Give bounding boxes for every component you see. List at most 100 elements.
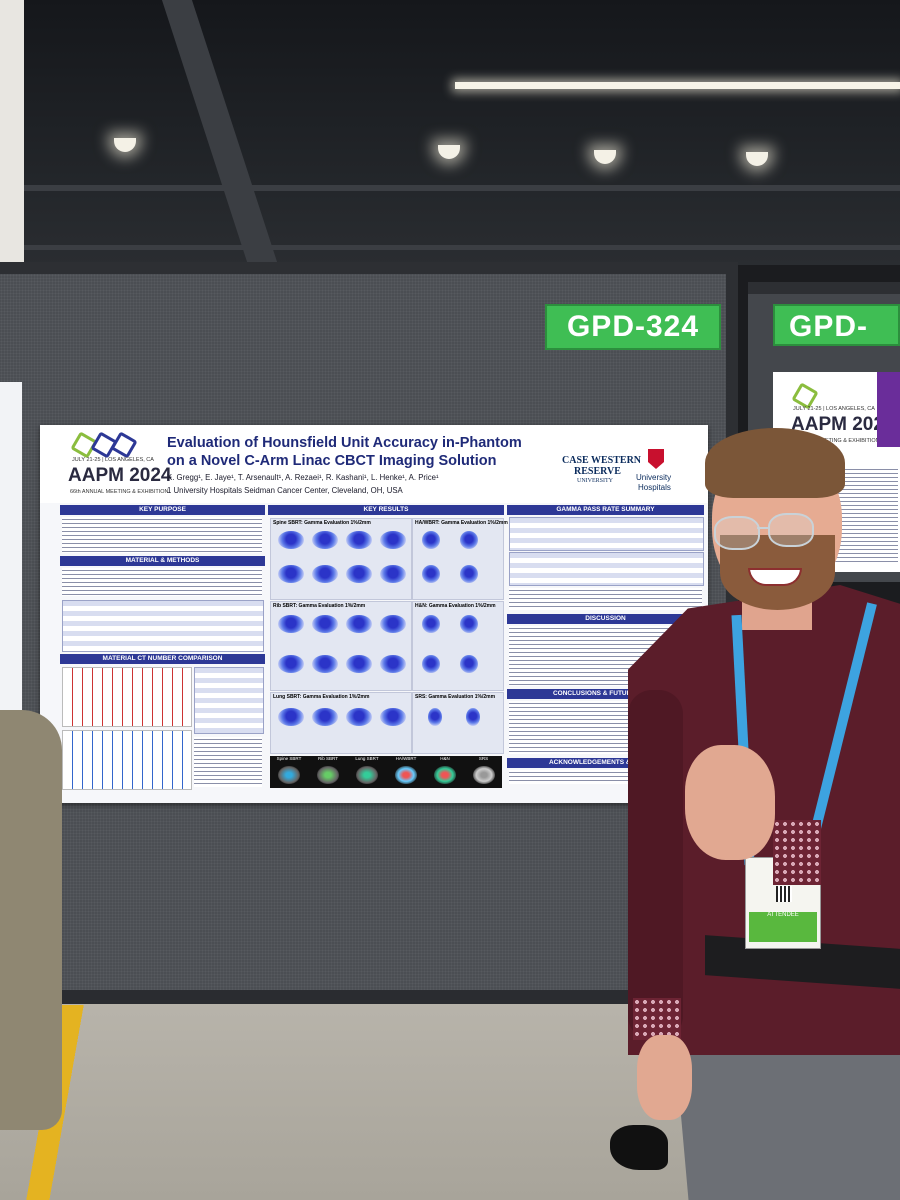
glasses-lens xyxy=(768,513,814,547)
gamma-map-image xyxy=(460,531,478,549)
gamma-map-image xyxy=(278,565,304,583)
conference-logo: AAPM 2024 xyxy=(68,465,172,486)
gamma-table-1 xyxy=(509,517,704,551)
ceiling-light xyxy=(594,150,616,164)
key-purpose-text xyxy=(62,517,262,553)
qr-code-icon xyxy=(776,886,792,902)
gamma-map-image xyxy=(422,565,440,583)
strip-label: HA/WBRT xyxy=(395,756,417,761)
gamma-map-image xyxy=(346,655,372,673)
poster-board-base xyxy=(30,990,630,1004)
neighbor-conference-meeting: ANNUAL MEETING & EXHIBITION xyxy=(793,438,880,444)
ct-slice-image xyxy=(278,766,300,784)
gamma-map-image xyxy=(278,708,304,726)
shirt-cuff xyxy=(773,820,821,885)
gamma-map-image xyxy=(380,655,406,673)
gamma-map-image xyxy=(312,615,338,633)
gamma-map-image xyxy=(312,655,338,673)
section-gamma-summary: GAMMA PASS RATE SUMMARY xyxy=(507,505,704,515)
strip-label: Spine SBRT xyxy=(276,756,302,761)
uh-logo-line2: Hospitals xyxy=(638,483,671,492)
gamma-map-image xyxy=(422,615,440,633)
results-panel-hn: H&N: Gamma Evaluation 1%/2mm xyxy=(412,601,504,691)
gamma-table-2 xyxy=(509,552,704,586)
white-pillar xyxy=(0,0,24,265)
left-poster-edge xyxy=(0,382,22,712)
ct-slice-image xyxy=(317,766,339,784)
glasses-lens xyxy=(714,516,760,550)
results-panel-title: H&N: Gamma Evaluation 1%/2mm xyxy=(415,603,496,609)
conference-meeting: 66th ANNUAL MEETING & EXHIBITION xyxy=(70,489,169,495)
gamma-summary-text xyxy=(509,588,702,610)
gamma-map-image xyxy=(346,531,372,549)
gamma-map-image xyxy=(312,565,338,583)
aapm-logo-icon xyxy=(110,431,138,459)
uh-shield-icon xyxy=(648,449,664,469)
results-panel-srs: SRS: Gamma Evaluation 1%/2mm xyxy=(412,692,504,754)
gamma-map-image xyxy=(428,708,442,726)
shirt-cuff xyxy=(633,998,681,1040)
neighbor-booth-label: GPD-32 xyxy=(773,304,900,346)
gamma-map-image xyxy=(312,531,338,549)
badge-footer: ATTENDEE xyxy=(749,912,817,942)
strip-label: Rib SBRT xyxy=(318,756,338,761)
methods-text xyxy=(62,568,262,596)
ct-number-text xyxy=(194,737,262,787)
gamma-map-image xyxy=(312,708,338,726)
poster-title-line1: Evaluation of Hounsfield Unit Accuracy i… xyxy=(167,435,522,451)
ceiling-light xyxy=(438,145,460,159)
gamma-map-image xyxy=(422,655,440,673)
ct-image-strip: Spine SBRT Rib SBRT Lung SBRT HA/WBRT H&… xyxy=(270,756,502,788)
results-panel-title: HA/WBRT: Gamma Evaluation 1%/2mm xyxy=(415,520,508,526)
ceiling-rail xyxy=(0,245,900,250)
gamma-map-image xyxy=(380,708,406,726)
case-western-logo-line3: UNIVERSITY xyxy=(577,478,613,484)
conference-dates: JULY 21-25 | LOS ANGELES, CA xyxy=(72,457,154,463)
neighbor-conference-dates: JULY 21-25 | LOS ANGELES, CA xyxy=(793,406,875,412)
gamma-map-image xyxy=(460,655,478,673)
case-western-logo-line1: CASE WESTERN xyxy=(562,455,642,466)
thumbs-up-hand xyxy=(685,745,775,860)
research-poster: JULY 21-25 | LOS ANGELES, CA AAPM 2024 6… xyxy=(40,425,708,803)
neighbor-poster-accent xyxy=(877,372,900,447)
poster-title-line2: on a Novel C-Arm Linac CBCT Imaging Solu… xyxy=(167,453,497,469)
material-density-table xyxy=(194,667,264,734)
gamma-map-image xyxy=(460,565,478,583)
booth-label: GPD-324 xyxy=(545,304,721,350)
ct-slice-image xyxy=(434,766,456,784)
gamma-map-image xyxy=(466,708,480,726)
gamma-map-image xyxy=(346,708,372,726)
glasses-bridge xyxy=(757,527,769,529)
partial-person-left xyxy=(0,710,62,1130)
ct-number-plot-2 xyxy=(62,730,192,790)
strip-label: SRS xyxy=(478,756,489,761)
ceiling-beam xyxy=(161,0,279,265)
gamma-map-image xyxy=(380,615,406,633)
section-discussion: DISCUSSION xyxy=(507,614,704,624)
section-material-ct-number: MATERIAL CT NUMBER COMPARISON xyxy=(60,654,265,664)
gamma-map-image xyxy=(380,565,406,583)
ct-number-plot xyxy=(62,667,192,727)
gamma-map-image xyxy=(278,655,304,673)
case-western-logo-line2: RESERVE xyxy=(574,466,621,477)
section-key-results: KEY RESULTS xyxy=(268,505,504,515)
results-panel-title: SRS: Gamma Evaluation 1%/2mm xyxy=(415,694,496,700)
results-panel-hawbrt: HA/WBRT: Gamma Evaluation 1%/2mm xyxy=(412,518,508,600)
left-arm xyxy=(628,690,683,1040)
section-key-purpose: KEY PURPOSE xyxy=(60,505,265,515)
ct-slice-image xyxy=(356,766,378,784)
gamma-map-image xyxy=(346,565,372,583)
section-conclusions: CONCLUSIONS & FUTURE WORK xyxy=(507,689,704,699)
gamma-map-image xyxy=(422,531,440,549)
gamma-map-image xyxy=(278,531,304,549)
gamma-map-image xyxy=(278,615,304,633)
uh-logo-line1: University xyxy=(636,473,672,482)
poster-affiliation: 1 University Hospitals Seidman Cancer Ce… xyxy=(167,486,403,495)
ceiling-light xyxy=(114,138,136,152)
shoe xyxy=(610,1125,668,1170)
gamma-map-image xyxy=(346,615,372,633)
hair xyxy=(705,428,845,498)
section-acknowledgements: ACKNOWLEDGEMENTS & FUNDING xyxy=(507,758,704,768)
ct-slice-image xyxy=(473,766,495,784)
hand xyxy=(637,1035,692,1120)
